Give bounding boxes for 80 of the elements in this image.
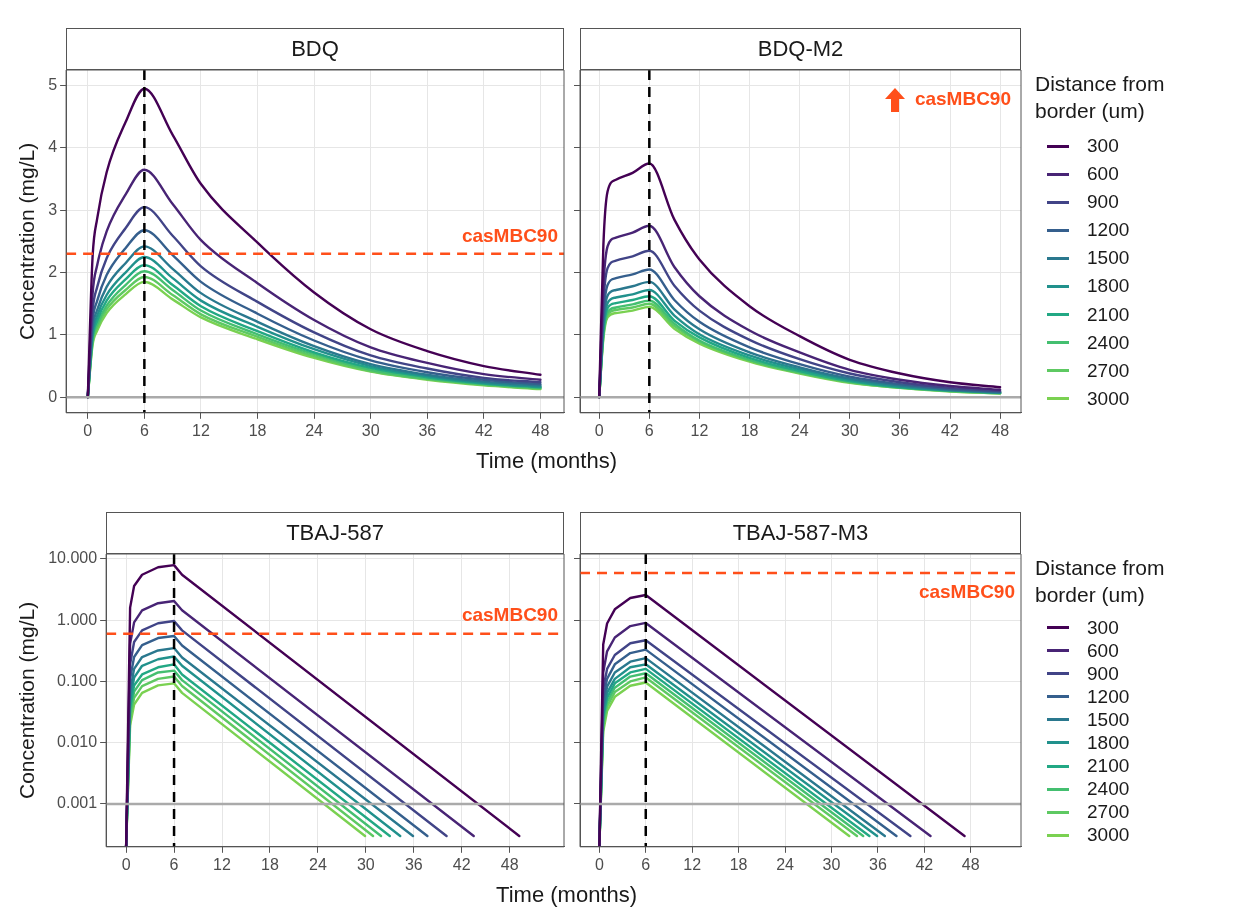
- y-tick-label: 3: [48, 200, 58, 218]
- x-tick-label: 18: [729, 855, 748, 873]
- legend-title: Distance from border (um): [1035, 555, 1166, 608]
- legend-label: 3000: [1087, 387, 1130, 410]
- legend-label: 1500: [1087, 708, 1130, 731]
- y-tick-label: 0.010: [57, 733, 98, 751]
- ref-line-label: casMBC90: [461, 224, 558, 246]
- x-tick-label: 42: [915, 855, 934, 873]
- y-tick-label: 1: [48, 325, 58, 343]
- x-axis-title: Time (months): [495, 882, 639, 908]
- x-tick-label: 6: [641, 855, 651, 873]
- x-tick-label: 24: [305, 421, 324, 439]
- x-tick-label: 48: [531, 421, 550, 439]
- x-tick-label: 24: [790, 421, 809, 439]
- legend-label: 1800: [1087, 731, 1130, 754]
- x-tick-label: 42: [941, 421, 960, 439]
- x-tick-label: 24: [308, 855, 327, 873]
- legend-title: Distance from border (um): [1035, 71, 1166, 124]
- legend-label: 300: [1087, 135, 1119, 158]
- x-tick-label: 30: [356, 855, 375, 873]
- x-tick-label: 30: [840, 421, 859, 439]
- chart-title: TBAJ-587-M3: [580, 512, 1021, 554]
- y-tick-label: 2: [48, 262, 58, 280]
- x-tick-label: 18: [261, 855, 279, 873]
- y-tick-label: 0.001: [57, 794, 98, 812]
- y-tick-label: 5: [48, 75, 58, 93]
- y-axis-title: Concentration (mg/L): [15, 142, 39, 341]
- chart-title: BDQ: [66, 28, 564, 70]
- chart-title: TBAJ-587: [106, 512, 564, 554]
- x-tick-label: 36: [890, 421, 909, 439]
- legend-label: 1500: [1087, 247, 1130, 270]
- x-tick-label: 6: [139, 421, 149, 439]
- legend-label: 2700: [1087, 801, 1130, 824]
- legend-label: 300: [1087, 616, 1119, 639]
- x-tick-label: 12: [213, 855, 231, 873]
- legend-label: 600: [1087, 163, 1119, 186]
- x-axis-title: Time (months): [475, 448, 619, 474]
- legend-label: 900: [1087, 662, 1119, 685]
- ref-line-label: casMBC90: [461, 604, 558, 626]
- legend-label: 3000: [1087, 824, 1130, 847]
- legend-label: 2400: [1087, 331, 1130, 354]
- annotation: casMBC90: [914, 88, 1011, 110]
- x-tick-label: 42: [474, 421, 493, 439]
- legend-label: 1200: [1087, 219, 1130, 242]
- ref-line-label: casMBC90: [918, 580, 1015, 602]
- legend-label: 1800: [1087, 275, 1130, 298]
- y-tick-label: 0: [48, 387, 58, 405]
- x-tick-label: 36: [868, 855, 887, 873]
- x-tick-label: 30: [361, 421, 380, 439]
- legend-label: 600: [1087, 639, 1119, 662]
- x-tick-label: 0: [121, 855, 131, 873]
- legend-label: 1200: [1087, 685, 1130, 708]
- x-tick-label: 36: [404, 855, 423, 873]
- x-tick-label: 12: [683, 855, 702, 873]
- x-tick-label: 24: [776, 855, 795, 873]
- y-axis-title: Concentration (mg/L): [15, 601, 39, 800]
- chart-title: BDQ-M2: [580, 28, 1021, 70]
- x-tick-label: 36: [418, 421, 437, 439]
- legend-label: 2700: [1087, 359, 1130, 382]
- x-tick-label: 42: [452, 855, 471, 873]
- x-tick-label: 18: [740, 421, 759, 439]
- x-tick-label: 6: [644, 421, 654, 439]
- x-tick-label: 0: [594, 855, 604, 873]
- y-tick-label: 1.000: [57, 610, 98, 628]
- y-tick-label: 0.100: [57, 671, 98, 689]
- legend-label: 2400: [1087, 778, 1130, 801]
- x-tick-label: 6: [169, 855, 179, 873]
- x-tick-label: 30: [822, 855, 841, 873]
- x-tick-label: 0: [594, 421, 604, 439]
- x-tick-label: 12: [690, 421, 709, 439]
- x-tick-label: 18: [248, 421, 267, 439]
- legend-label: 2100: [1087, 755, 1130, 777]
- x-tick-label: 48: [991, 421, 1010, 439]
- y-tick-label: 10.000: [48, 549, 98, 567]
- legend-label: 2100: [1087, 303, 1130, 326]
- x-tick-label: 48: [961, 855, 980, 873]
- y-tick-label: 4: [48, 138, 58, 156]
- legend-label: 900: [1087, 191, 1119, 214]
- x-tick-label: 48: [500, 855, 519, 873]
- x-tick-label: 12: [192, 421, 210, 439]
